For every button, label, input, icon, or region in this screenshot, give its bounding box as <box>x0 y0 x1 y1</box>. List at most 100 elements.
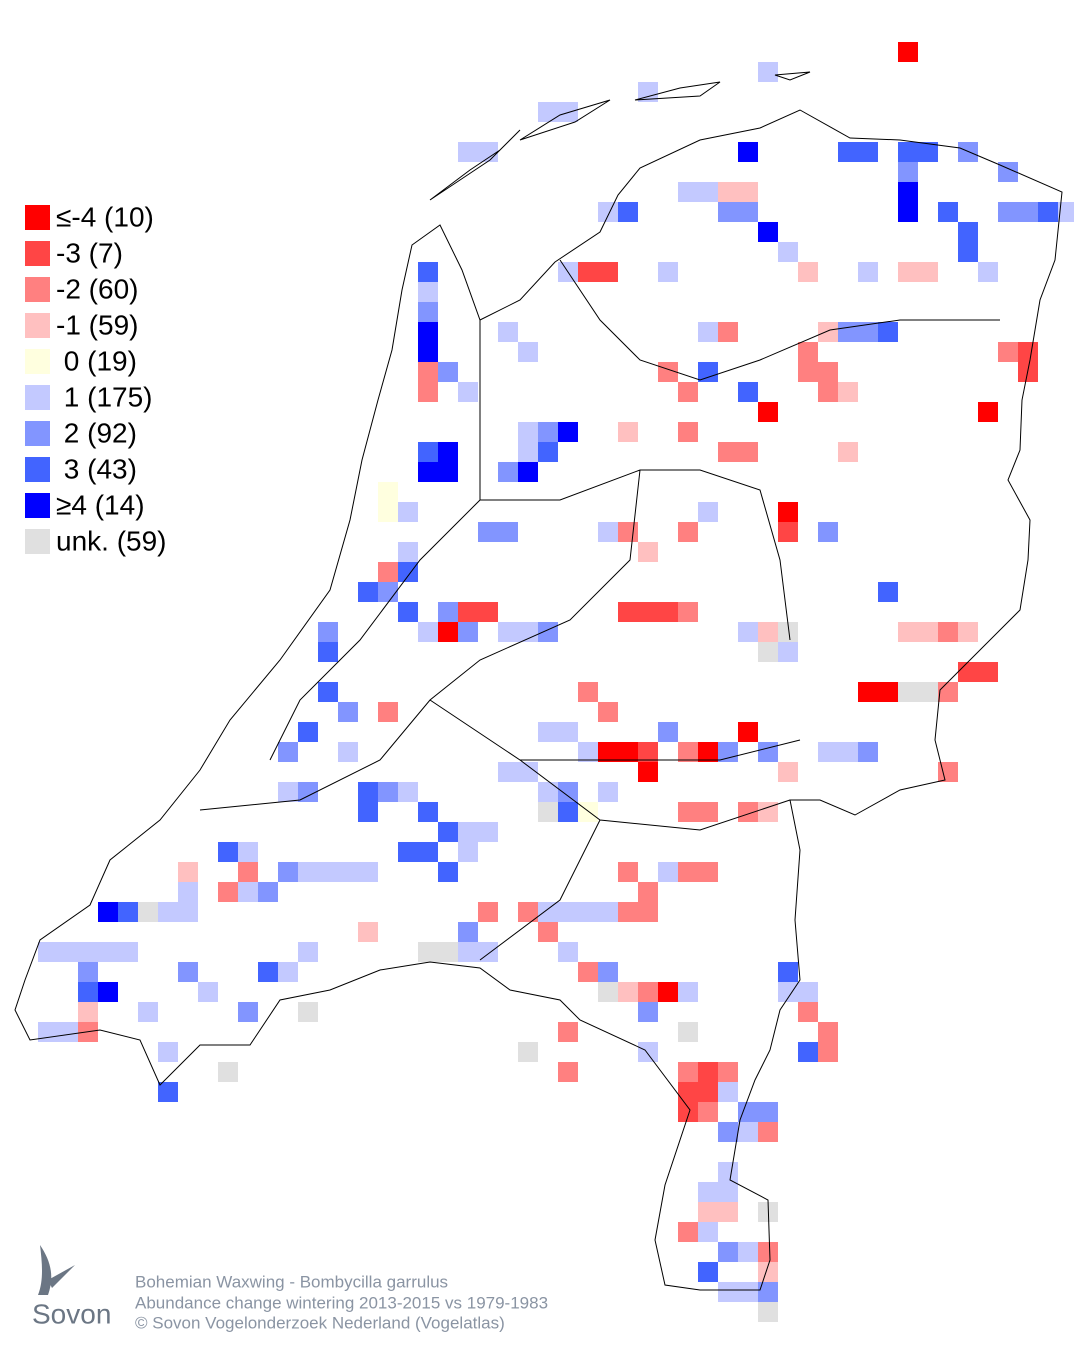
grid-cell <box>418 942 438 962</box>
grid-cell <box>478 822 498 842</box>
grid-cell <box>938 202 958 222</box>
grid-cell <box>318 682 338 702</box>
grid-cell <box>698 1062 718 1082</box>
grid-cell <box>618 602 638 622</box>
legend-swatch <box>25 313 50 338</box>
grid-cell <box>798 982 818 1002</box>
grid-cell <box>358 582 378 602</box>
grid-cell <box>438 462 458 482</box>
grid-cell <box>298 862 318 882</box>
grid-cell <box>758 1282 778 1302</box>
grid-cell <box>718 322 738 342</box>
grid-cell <box>818 1022 838 1042</box>
grid-cell <box>678 602 698 622</box>
grid-cell <box>438 602 458 622</box>
grid-cell <box>638 1042 658 1062</box>
grid-cell <box>58 1022 78 1042</box>
grid-cell <box>598 202 618 222</box>
grid-cell <box>918 262 938 282</box>
grid-cell <box>618 202 638 222</box>
grid-cell <box>678 382 698 402</box>
grid-cell <box>578 742 598 762</box>
grid-cell <box>958 622 978 642</box>
grid-cell <box>698 1102 718 1122</box>
grid-cell <box>638 982 658 1002</box>
grid-cell <box>738 142 758 162</box>
grid-cell <box>898 162 918 182</box>
grid-cell <box>698 1182 718 1202</box>
grid-cell <box>758 1102 778 1122</box>
logo-bird <box>38 1245 75 1295</box>
grid-cell <box>558 422 578 442</box>
grid-cell <box>678 862 698 882</box>
grid-cell <box>538 802 558 822</box>
grid-cell <box>678 522 698 542</box>
grid-cell <box>658 602 678 622</box>
grid-cell <box>758 62 778 82</box>
grid-cell <box>718 1282 738 1302</box>
grid-cell <box>738 622 758 642</box>
grid-cell <box>878 322 898 342</box>
grid-cell <box>258 962 278 982</box>
caption-line: Bohemian Waxwing - Bombycilla garrulus <box>135 1272 448 1291</box>
grid-cell <box>158 1082 178 1102</box>
legend-label: 3 (43) <box>56 453 137 484</box>
grid-cell <box>638 762 658 782</box>
grid-cell <box>518 342 538 362</box>
grid-cell <box>518 762 538 782</box>
grid-cell <box>798 1042 818 1062</box>
grid-cell <box>538 442 558 462</box>
grid-cell <box>898 42 918 62</box>
grid-cell <box>498 322 518 342</box>
grid-cell <box>458 382 478 402</box>
grid-cell <box>598 962 618 982</box>
grid-cell <box>538 422 558 442</box>
grid-cell <box>598 902 618 922</box>
grid-cell <box>798 1002 818 1022</box>
grid-cell <box>878 682 898 702</box>
grid-cell <box>258 882 278 902</box>
grid-cell <box>478 942 498 962</box>
grid-cell <box>778 962 798 982</box>
grid-cell <box>498 622 518 642</box>
grid-cell <box>678 182 698 202</box>
grid-cell <box>678 1222 698 1242</box>
grid-cell <box>498 522 518 542</box>
grid-cell <box>238 1002 258 1022</box>
grid-cell <box>698 1202 718 1222</box>
grid-cell <box>818 1042 838 1062</box>
grid-cell <box>618 522 638 542</box>
grid-cell <box>758 642 778 662</box>
grid-cell <box>578 962 598 982</box>
grid-cell <box>178 882 198 902</box>
grid-cell <box>718 1202 738 1222</box>
grid-cell <box>218 842 238 862</box>
grid-cell <box>358 922 378 942</box>
grid-cell <box>398 502 418 522</box>
grid-cell <box>298 1002 318 1022</box>
grid-cell <box>458 142 478 162</box>
grid-cell <box>958 242 978 262</box>
grid-cell <box>418 362 438 382</box>
grid-cell <box>558 782 578 802</box>
grid-cell <box>698 1082 718 1102</box>
grid-cell <box>178 962 198 982</box>
grid-cell <box>778 522 798 542</box>
legend-swatch <box>25 277 50 302</box>
grid-cell <box>638 542 658 562</box>
grid-cell <box>678 422 698 442</box>
grid-cell <box>818 382 838 402</box>
grid-cell <box>718 1062 738 1082</box>
grid-cell <box>618 902 638 922</box>
grid-cell <box>498 762 518 782</box>
grid-cell <box>958 142 978 162</box>
grid-cell <box>118 942 138 962</box>
grid-cell <box>98 942 118 962</box>
grid-cell <box>418 622 438 642</box>
grid-cell <box>358 782 378 802</box>
grid-cell <box>518 1042 538 1062</box>
grid-cell <box>498 462 518 482</box>
grid-cell <box>778 622 798 642</box>
grid-cell <box>278 962 298 982</box>
grid-cell <box>778 762 798 782</box>
